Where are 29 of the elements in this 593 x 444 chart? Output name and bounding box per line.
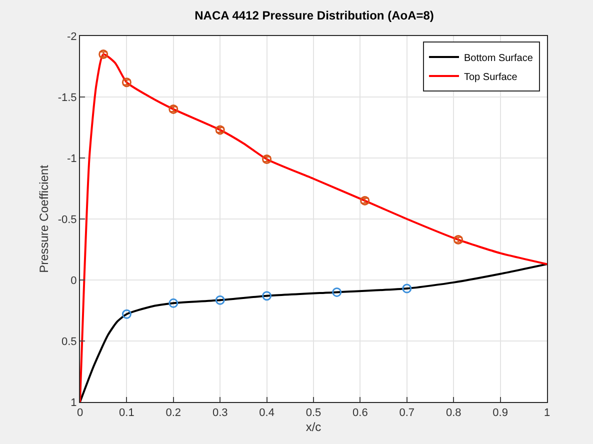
y-tick-label: -2 xyxy=(67,30,77,43)
y-tick-label: -0.5 xyxy=(58,214,77,226)
x-axis-title: x/c xyxy=(306,420,322,434)
legend-label: Bottom Surface xyxy=(464,52,534,64)
x-tick-label: 1 xyxy=(544,407,550,420)
point xyxy=(332,287,342,297)
point xyxy=(402,284,412,294)
line-series xyxy=(80,263,547,402)
point xyxy=(168,298,178,308)
x-tick-label: 0.7 xyxy=(399,407,415,420)
y-axis-title: Pressure Coefficient xyxy=(37,164,52,273)
x-tick-label: 0.1 xyxy=(119,407,134,420)
y-tick-label: 1 xyxy=(70,396,77,409)
y-tick-label: 0 xyxy=(70,274,77,287)
x-tick-label: 0.9 xyxy=(492,407,508,420)
x-tick-label: 0.4 xyxy=(259,407,274,420)
x-tick-label: 0.2 xyxy=(166,407,182,420)
x-tick-label: 0.8 xyxy=(446,407,462,420)
y-tick-label: -1.5 xyxy=(58,92,77,104)
chart-title: NACA 4412 Pressure Distribution (AoA=8) xyxy=(194,8,434,22)
x-tick-label: 0.3 xyxy=(212,407,228,420)
x-tick-label: 0.6 xyxy=(352,407,368,420)
point xyxy=(262,291,272,301)
legend-label: Top Surface xyxy=(464,72,518,83)
y-tick-label: 0.5 xyxy=(62,336,77,348)
point xyxy=(215,295,225,305)
y-tick-label: -1 xyxy=(67,152,77,165)
x-tick-label: 0.5 xyxy=(306,407,322,420)
point xyxy=(122,309,132,319)
